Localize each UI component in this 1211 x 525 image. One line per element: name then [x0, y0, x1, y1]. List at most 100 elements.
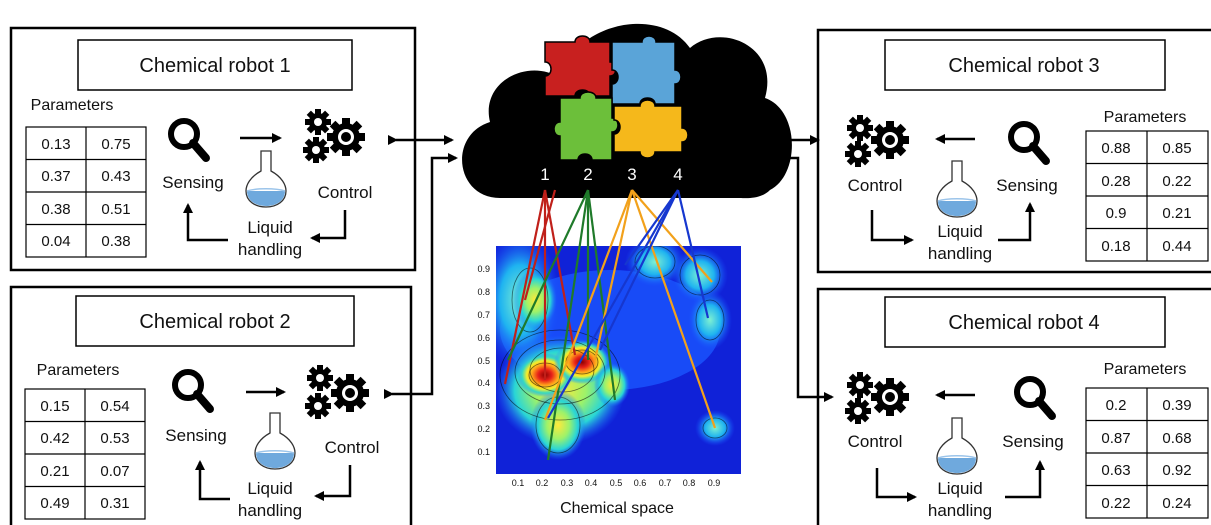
robot-4-title: Chemical robot 4 — [948, 312, 1099, 334]
link-line-2 — [546, 189, 590, 461]
robot-4-title-box — [884, 296, 1166, 348]
param-cell: 0.28 — [1101, 173, 1130, 190]
x-tick: 0.8 — [683, 478, 696, 488]
x-tick: 0.7 — [659, 478, 672, 488]
robot-1-liquid-label-2: handling — [238, 240, 302, 259]
y-tick: 0.7 — [477, 310, 490, 320]
robot-2-title-box — [75, 295, 355, 347]
x-tick: 0.3 — [561, 478, 574, 488]
robot-1-title-box — [77, 39, 353, 91]
robot-1-params-label: Parameters — [31, 97, 114, 114]
flow-arrow — [870, 210, 914, 245]
x-axis-label: Chemical space — [560, 500, 674, 517]
robot-3-params-table: 0.88 0.85 0.28 0.22 0.9 0.21 0.18 0.44 — [1085, 130, 1209, 262]
flow-arrow — [875, 468, 917, 502]
robot-3-liquid-label-2: handling — [928, 244, 992, 263]
robot-1-title: Chemical robot 1 — [139, 55, 290, 77]
y-tick-labels: 0.9 0.8 0.7 0.6 0.5 0.4 0.3 0.2 0.1 — [477, 264, 490, 457]
x-tick: 0.4 — [585, 478, 598, 488]
sample-links — [503, 189, 717, 461]
robot-1-sensing-label: Sensing — [162, 173, 223, 192]
param-cell: 0.37 — [41, 168, 70, 185]
link-line-1 — [523, 189, 557, 301]
param-cell: 0.49 — [40, 495, 69, 512]
robot-3-title-box — [884, 39, 1166, 91]
param-cell: 0.63 — [1101, 462, 1130, 479]
param-cell: 0.39 — [1162, 397, 1191, 414]
flow-arrow — [183, 203, 228, 242]
y-tick: 0.8 — [477, 287, 490, 297]
robot-2-params-table: 0.15 0.54 0.42 0.53 0.21 0.07 0.49 0.31 — [24, 388, 146, 520]
y-tick: 0.1 — [477, 447, 490, 457]
param-cell: 0.85 — [1162, 140, 1191, 157]
robot-4-sensing-label: Sensing — [1002, 432, 1063, 451]
link-arrow-robot-2 — [384, 153, 458, 399]
param-cell: 0.07 — [100, 463, 129, 480]
robot-3-panel: Chemical robot 3 Parameters 0.88 0.85 0.… — [816, 28, 1211, 274]
robot-2-title: Chemical robot 2 — [139, 311, 290, 333]
robot-1-control-label: Control — [318, 183, 373, 202]
y-tick: 0.6 — [477, 333, 490, 343]
param-cell: 0.42 — [40, 430, 69, 447]
param-cell: 0.51 — [101, 201, 130, 218]
param-cell: 0.13 — [41, 136, 70, 153]
link-line-2 — [507, 189, 589, 361]
link-line-2 — [586, 189, 617, 401]
param-cell: 0.31 — [100, 495, 129, 512]
flow-arrow — [310, 210, 347, 243]
y-tick: 0.5 — [477, 356, 490, 366]
chemical-space-map: 0.9 0.8 0.7 0.6 0.5 0.4 0.3 0.2 0.1 0.1 … — [477, 246, 741, 517]
robot-2-liquid-label-2: handling — [238, 501, 302, 520]
link-arrow-robot-4 — [753, 153, 834, 402]
link-line-4 — [599, 189, 679, 351]
cloud-number-2: 2 — [583, 165, 592, 184]
param-cell: 0.75 — [101, 136, 130, 153]
cloud-icon: 1 2 3 4 — [462, 23, 792, 199]
robot-3-sensing-label: Sensing — [996, 176, 1057, 195]
y-tick: 0.3 — [477, 401, 490, 411]
puzzle-icon — [544, 35, 689, 161]
robot-2-sensing-label: Sensing — [165, 426, 226, 445]
param-cell: 0.24 — [1162, 495, 1191, 512]
y-tick: 0.2 — [477, 424, 490, 434]
param-cell: 0.88 — [1101, 140, 1130, 157]
param-cell: 0.04 — [41, 233, 70, 250]
cloud-number-1: 1 — [540, 165, 549, 184]
param-cell: 0.53 — [100, 430, 129, 447]
param-cell: 0.2 — [1106, 397, 1127, 414]
connectors — [384, 135, 834, 402]
link-line-3 — [543, 189, 634, 421]
robot-2-panel: Chemical robot 2 Parameters 0.15 0.54 0.… — [9, 285, 413, 525]
flow-arrow — [1005, 460, 1045, 499]
link-line-3 — [630, 189, 717, 429]
param-cell: 0.43 — [101, 168, 130, 185]
x-tick: 0.1 — [512, 478, 525, 488]
robot-2-params-label: Parameters — [37, 362, 120, 379]
x-tick-labels: 0.1 0.2 0.3 0.4 0.5 0.6 0.7 0.8 0.9 — [512, 478, 721, 488]
cloud-number-3: 3 — [627, 165, 636, 184]
param-cell: 0.9 — [1106, 205, 1127, 222]
param-cell: 0.38 — [41, 201, 70, 218]
param-cell: 0.21 — [40, 463, 69, 480]
link-line-4 — [676, 189, 710, 319]
robot-1-params-table: 0.13 0.75 0.37 0.43 0.38 0.51 0.04 0.38 — [25, 126, 147, 258]
link-line-3 — [631, 189, 713, 283]
robot-4-liquid-label-2: handling — [928, 501, 992, 520]
x-tick: 0.2 — [536, 478, 549, 488]
flow-arrow — [314, 465, 352, 501]
y-tick: 0.9 — [477, 264, 490, 274]
param-cell: 0.15 — [40, 398, 69, 415]
robot-4-liquid-label-1: Liquid — [937, 479, 982, 498]
robot-3-title: Chemical robot 3 — [948, 55, 1099, 77]
robot-1-liquid-label-1: Liquid — [247, 218, 292, 237]
param-cell: 0.18 — [1101, 238, 1130, 255]
param-cell: 0.87 — [1101, 430, 1130, 447]
robot-4-control-label: Control — [848, 432, 903, 451]
flow-arrow — [195, 460, 230, 501]
cloud-number-4: 4 — [673, 165, 682, 184]
robot-3-liquid-label-1: Liquid — [937, 222, 982, 241]
robot-1-panel: Chemical robot 1 Parameters 0.13 0.75 0.… — [9, 26, 417, 272]
param-cell: 0.92 — [1162, 462, 1191, 479]
robot-4-panel: Chemical robot 4 Parameters 0.2 0.39 0.8… — [816, 287, 1211, 525]
